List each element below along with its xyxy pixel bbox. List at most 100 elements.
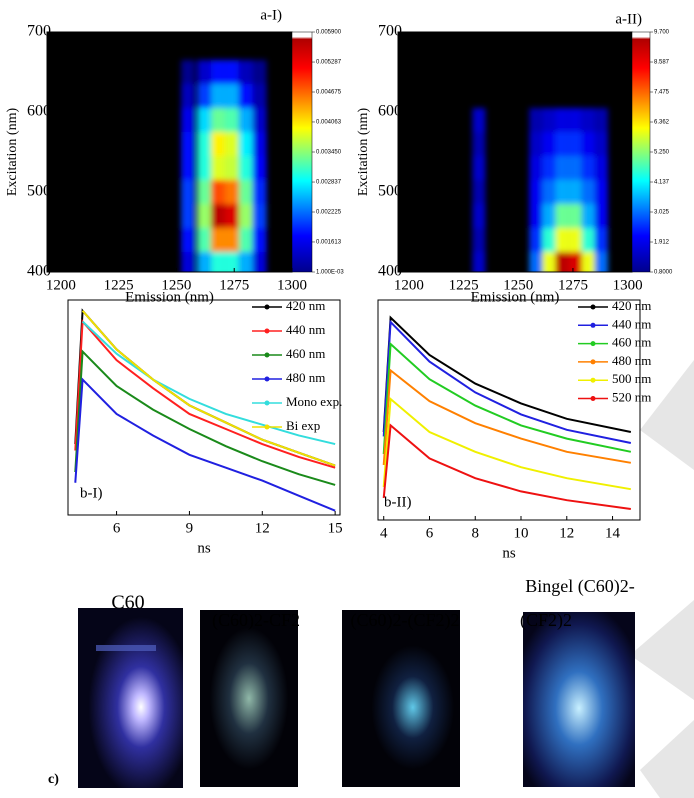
heatmap-cell xyxy=(581,156,595,180)
heatmap-cell xyxy=(238,156,253,180)
heatmap-cell xyxy=(211,204,225,228)
heatmap-cell xyxy=(594,204,608,228)
heatmap-cell xyxy=(594,108,608,132)
colorbar-tick-label: 7.475 xyxy=(654,90,670,96)
x-tick-label: 8 xyxy=(471,525,479,541)
x-tick-label: 1250 xyxy=(161,277,191,293)
heatmap-cell xyxy=(542,108,556,132)
heatmap-cell xyxy=(197,132,212,156)
heatmap-cell xyxy=(542,204,556,228)
x-tick-label: 1200 xyxy=(46,277,76,293)
series-line xyxy=(382,396,632,491)
y-tick-label: 500 xyxy=(378,183,402,200)
photo-label: (C60)2-(CF2)2 xyxy=(351,610,460,631)
legend-marker xyxy=(590,359,596,365)
y-tick-label: 700 xyxy=(378,23,402,40)
heatmap-cell xyxy=(542,156,556,180)
photo xyxy=(78,608,183,788)
legend-label: 480 nm xyxy=(286,370,325,385)
heatmap-cell xyxy=(238,204,253,228)
heatmap-cell xyxy=(197,204,212,228)
heatmap-cell xyxy=(181,180,195,204)
colorbar-tick-label: 0.002837 xyxy=(316,180,342,186)
colorbar-tick-label: 0.005900 xyxy=(316,30,342,36)
x-tick-label: 1275 xyxy=(219,277,249,293)
heatmap-cell xyxy=(472,156,486,180)
heatmap-cell xyxy=(181,108,195,132)
x-tick-label: 1200 xyxy=(394,277,424,293)
legend-marker xyxy=(264,400,270,406)
heatmap-cell xyxy=(197,180,212,204)
heatmap-cell xyxy=(555,156,569,180)
colorbar-tick-label: 9.700 xyxy=(654,30,670,36)
heatmap-cell xyxy=(252,228,267,252)
legend-marker xyxy=(264,424,270,430)
legend-label: Bi exp xyxy=(286,418,320,433)
y-tick-label: 500 xyxy=(27,183,51,200)
colorbar-tick-label: 0.005287 xyxy=(316,60,342,66)
heatmap-cell xyxy=(197,156,212,180)
series-line xyxy=(74,377,336,512)
heatmap-cell xyxy=(197,84,212,108)
heatmap-cell xyxy=(594,252,608,272)
heatmap-cell xyxy=(238,84,253,108)
heatmap-cell xyxy=(581,252,595,272)
heatmap-cell xyxy=(529,108,543,132)
colorbar-tick-label: 0.002225 xyxy=(316,210,342,216)
heatmap-cell xyxy=(542,228,556,252)
x-axis-label: ns xyxy=(197,540,211,556)
heatmap-cell xyxy=(181,84,195,108)
heatmap-cells xyxy=(472,108,608,272)
heatmap-cell xyxy=(581,204,595,228)
legend-marker xyxy=(264,376,270,382)
panel-label: b-II) xyxy=(384,494,411,510)
heatmap-cell xyxy=(555,132,569,156)
colorbar-scale xyxy=(291,31,313,273)
series-line xyxy=(382,315,632,433)
heatmap-cell xyxy=(181,60,195,84)
legend-marker xyxy=(590,341,596,347)
photo-detail xyxy=(96,645,156,651)
y-tick-label: 700 xyxy=(27,23,51,40)
plot-frame xyxy=(377,299,641,521)
heatmap-cell xyxy=(211,228,225,252)
heatmap-cell xyxy=(568,228,582,252)
heatmap-cell xyxy=(529,228,543,252)
heatmap-cell xyxy=(181,156,195,180)
heatmap-cell xyxy=(529,180,543,204)
heatmap-cell xyxy=(252,60,267,84)
heatmap-cell xyxy=(181,204,195,228)
legend-marker xyxy=(264,304,270,310)
heatmap-cell xyxy=(252,84,267,108)
heatmap-cell xyxy=(555,228,569,252)
heatmap-cell xyxy=(224,108,239,132)
x-tick-label: 12 xyxy=(255,520,270,536)
colorbar-tick-label: 0.001613 xyxy=(316,240,342,246)
heatmap-cell xyxy=(197,228,212,252)
x-tick-label: 1250 xyxy=(503,277,533,293)
y-axis-label: Excitation (nm) xyxy=(356,108,371,197)
colorbar-tick-label: 3.025 xyxy=(654,210,670,216)
heatmap-cell xyxy=(197,252,212,272)
series-line xyxy=(382,368,632,466)
colorbar-tick-label: 0.004675 xyxy=(316,90,342,96)
legend-marker xyxy=(590,396,596,401)
heatmap-cell xyxy=(211,108,225,132)
x-tick-label: 1300 xyxy=(277,277,307,293)
legend-label: 460 nm xyxy=(286,346,325,361)
legend-label: 420 nm xyxy=(612,298,651,313)
heatmap-cell xyxy=(211,132,225,156)
heatmap-cell xyxy=(529,132,543,156)
series-line xyxy=(81,320,336,446)
colorbar-tick-label: 0.004063 xyxy=(316,120,342,126)
heatmap-cell xyxy=(224,228,239,252)
heatmap-cell xyxy=(252,156,267,180)
y-tick-label: 600 xyxy=(27,103,51,120)
photo-label: Bingel (C60)2- xyxy=(525,576,635,597)
x-tick-label: 15 xyxy=(328,520,343,536)
legend-marker xyxy=(264,352,270,358)
heatmap-cell xyxy=(472,132,486,156)
heatmap-cell xyxy=(211,60,225,84)
heatmap-cell xyxy=(211,252,225,272)
panel-label: b-I) xyxy=(80,485,103,501)
